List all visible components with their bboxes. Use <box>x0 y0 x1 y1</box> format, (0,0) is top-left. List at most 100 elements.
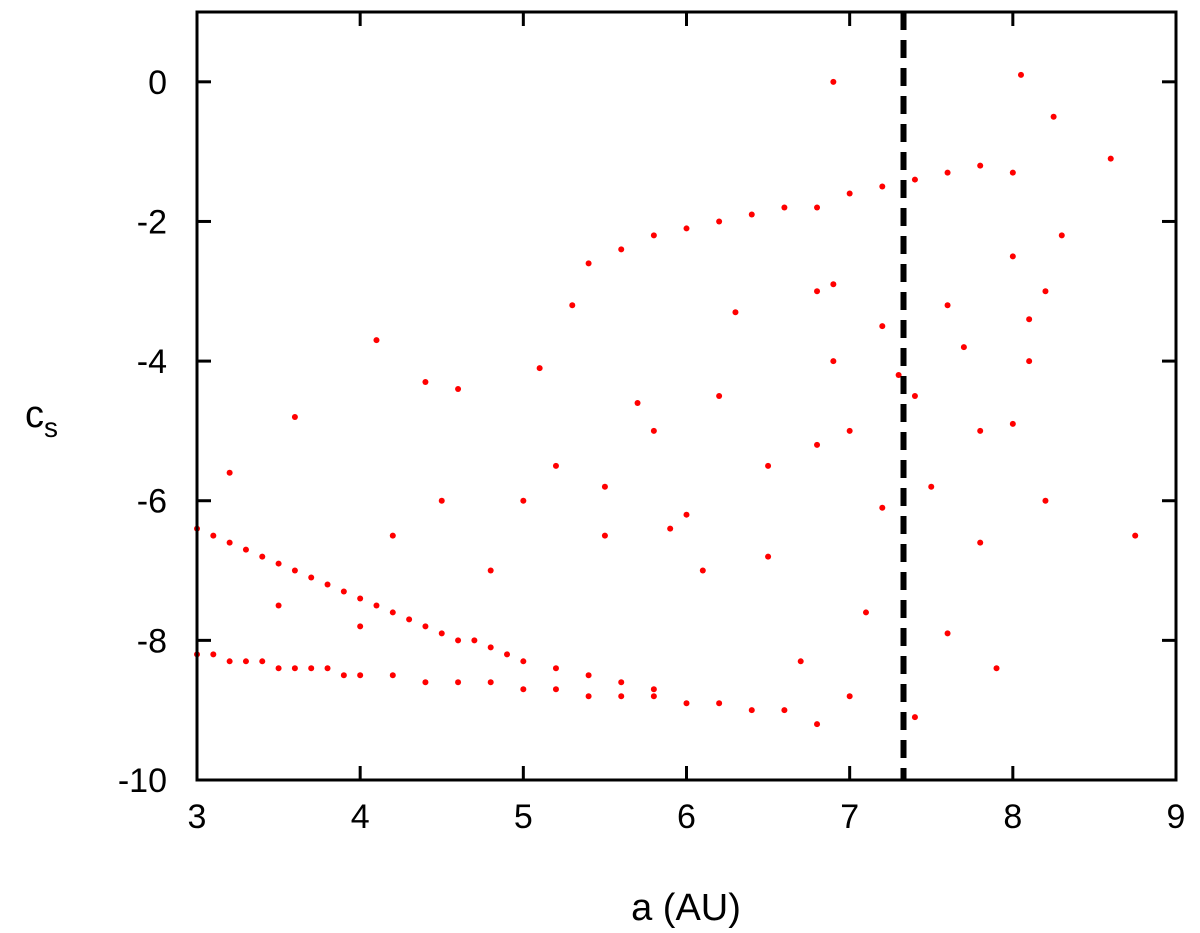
data-point <box>634 399 641 406</box>
data-point <box>1058 232 1065 239</box>
y-tick-label: -2 <box>137 203 167 241</box>
data-point <box>585 260 592 267</box>
data-point <box>1042 288 1049 295</box>
data-point <box>732 309 739 316</box>
data-point <box>618 679 625 686</box>
data-point <box>928 483 935 490</box>
data-point <box>1009 253 1016 260</box>
data-point <box>291 567 298 574</box>
data-point <box>389 609 396 616</box>
data-point <box>471 637 478 644</box>
data-point <box>699 567 706 574</box>
x-axis-label: a (AU) <box>631 887 741 929</box>
data-point <box>650 232 657 239</box>
data-point <box>373 602 380 609</box>
data-point <box>960 344 967 351</box>
data-point <box>552 686 559 693</box>
y-tick-label: 0 <box>148 64 167 102</box>
data-point <box>650 693 657 700</box>
data-point <box>275 560 282 567</box>
x-tick-label: 3 <box>188 798 207 836</box>
y-tick-label: -6 <box>137 483 167 521</box>
data-point <box>765 553 772 560</box>
y-axis-label-subscript: s <box>44 412 58 443</box>
scatter-points <box>194 71 1139 728</box>
data-point <box>275 602 282 609</box>
x-tick-label: 6 <box>677 798 696 836</box>
data-point <box>650 427 657 434</box>
data-point <box>585 693 592 700</box>
data-point <box>1009 420 1016 427</box>
data-point <box>683 700 690 707</box>
data-point <box>911 714 918 721</box>
data-point <box>1132 532 1139 539</box>
data-point <box>862 609 869 616</box>
data-point <box>846 693 853 700</box>
data-point <box>389 672 396 679</box>
data-point <box>977 539 984 546</box>
data-point <box>895 372 902 379</box>
data-point <box>340 672 347 679</box>
data-point <box>455 679 462 686</box>
y-tick-label: -8 <box>137 622 167 660</box>
data-point <box>422 623 429 630</box>
data-point <box>601 532 608 539</box>
data-point <box>259 553 266 560</box>
data-point <box>357 595 364 602</box>
data-point <box>716 700 723 707</box>
x-tick-label: 5 <box>514 798 533 836</box>
data-point <box>324 581 331 588</box>
data-point <box>814 288 821 295</box>
data-point <box>308 574 315 581</box>
data-point <box>422 379 429 386</box>
axis-ticks: 3 4 5 6 7 8 9 0 -2 -4 -6 -8 -10 <box>118 12 1185 836</box>
data-point <box>683 511 690 518</box>
data-point <box>552 462 559 469</box>
y-tick-label: -10 <box>118 762 167 800</box>
data-point <box>487 644 494 651</box>
data-point <box>944 302 951 309</box>
data-point <box>291 665 298 672</box>
data-point <box>226 658 233 665</box>
data-point <box>1050 113 1057 120</box>
data-point <box>667 525 674 532</box>
data-point <box>438 497 445 504</box>
data-point <box>389 532 396 539</box>
data-point <box>226 539 233 546</box>
data-point <box>455 637 462 644</box>
x-tick-label: 8 <box>1003 798 1022 836</box>
data-point <box>765 462 772 469</box>
data-point <box>911 176 918 183</box>
data-point <box>520 686 527 693</box>
data-point <box>683 225 690 232</box>
data-point <box>259 658 266 665</box>
data-point <box>879 504 886 511</box>
data-point <box>781 204 788 211</box>
data-point <box>993 665 1000 672</box>
data-point <box>422 679 429 686</box>
data-point <box>406 616 413 623</box>
data-point <box>650 686 657 693</box>
data-point <box>455 386 462 393</box>
data-point <box>487 679 494 686</box>
data-point <box>748 707 755 714</box>
data-point <box>814 441 821 448</box>
data-point <box>1107 155 1114 162</box>
data-point <box>1009 169 1016 176</box>
data-point <box>944 169 951 176</box>
data-point <box>618 246 625 253</box>
data-point <box>438 630 445 637</box>
data-point <box>846 427 853 434</box>
y-axis-label-main: c <box>25 394 44 436</box>
data-point <box>357 623 364 630</box>
x-tick-label: 7 <box>840 798 859 836</box>
data-point <box>242 658 249 665</box>
data-point <box>911 393 918 399</box>
data-point <box>242 546 249 553</box>
x-tick-label: 4 <box>351 798 370 836</box>
data-point <box>797 658 804 665</box>
data-point <box>830 281 837 288</box>
data-point <box>340 588 347 595</box>
data-point <box>520 658 527 665</box>
